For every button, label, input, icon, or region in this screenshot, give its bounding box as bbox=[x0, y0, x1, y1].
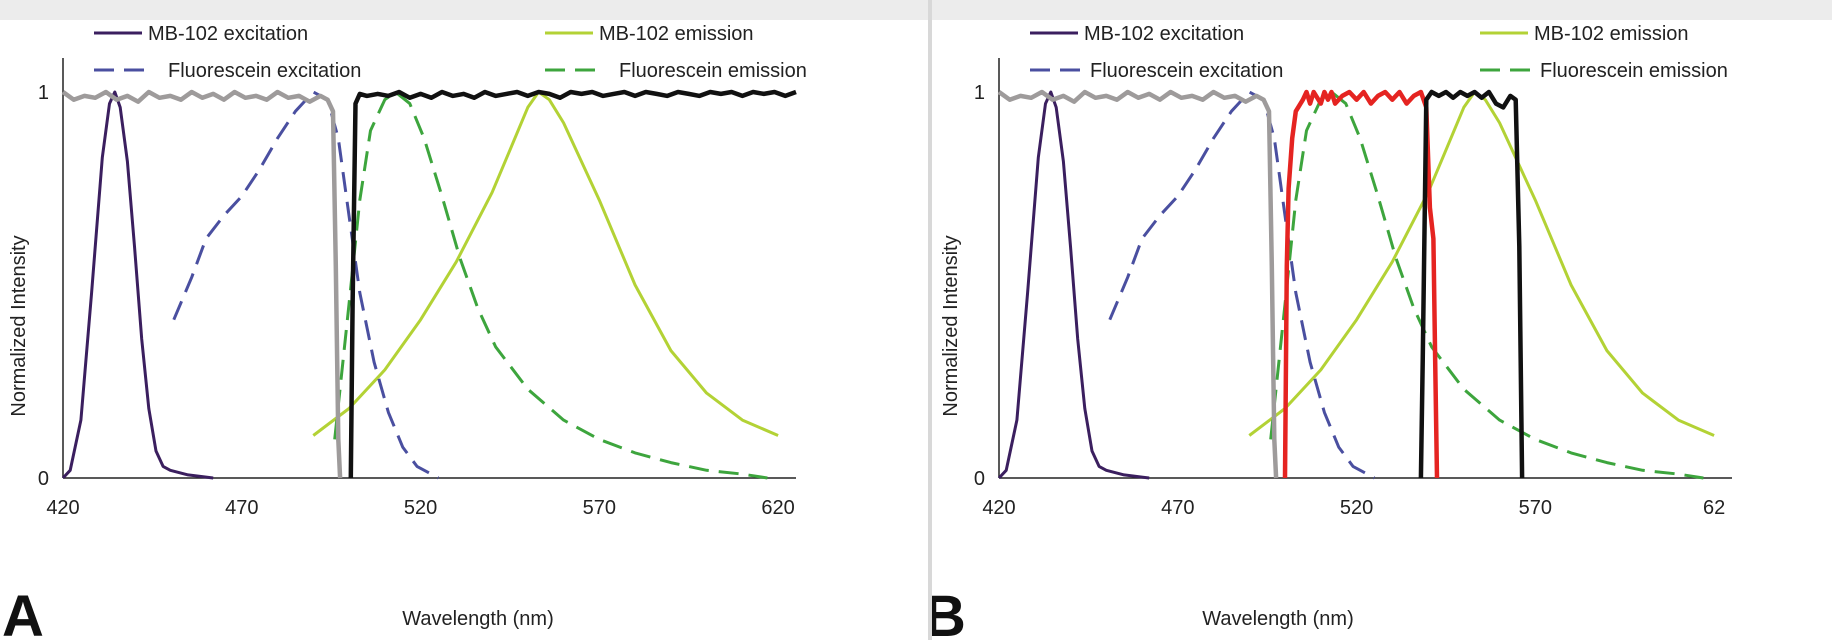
series-line-fluorescein-excitation bbox=[172, 90, 440, 480]
x-tick-label: 520 bbox=[1340, 497, 1373, 519]
legend-label-mb102-excitation: MB-102 excitation bbox=[1084, 23, 1244, 45]
x-tick-label: 520 bbox=[404, 497, 437, 519]
y-tick-label: 0 bbox=[38, 468, 49, 490]
legend-label-mb102-excitation: MB-102 excitation bbox=[148, 23, 308, 45]
x-axis-label: Wavelength (nm) bbox=[1202, 608, 1354, 630]
plot-area: 0 1 420 470 520 570 62 bbox=[974, 58, 1732, 519]
y-axis-label: Normalized Intensity bbox=[8, 235, 30, 416]
legend-label-fluorescein-excitation: Fluorescein excitation bbox=[168, 60, 361, 82]
filter-transmission-line-5 bbox=[1282, 89, 1440, 479]
x-axis-label: Wavelength (nm) bbox=[402, 608, 554, 630]
filter-transmission-line-5 bbox=[348, 89, 797, 479]
legend-label-mb102-emission: MB-102 emission bbox=[599, 23, 754, 45]
x-tick-label: 470 bbox=[1161, 497, 1194, 519]
legend-label-fluorescein-emission: Fluorescein emission bbox=[619, 60, 807, 82]
y-tick-label: 0 bbox=[974, 468, 985, 490]
legend: MB-102 excitation MB-102 emission Fluore… bbox=[94, 23, 807, 82]
series-line-mb-102-excitation bbox=[61, 90, 214, 480]
filter-transmission-line-4 bbox=[997, 89, 1279, 479]
series-line-fluorescein-excitation bbox=[1108, 90, 1376, 480]
y-tick-label: 1 bbox=[974, 82, 985, 104]
panel-b-chart: MB-102 excitation MB-102 emission Fluore… bbox=[932, 23, 1732, 640]
x-tick-label: 570 bbox=[583, 497, 616, 519]
legend-label-fluorescein-emission: Fluorescein emission bbox=[1540, 60, 1728, 82]
x-tick-label: 470 bbox=[225, 497, 258, 519]
legend: MB-102 excitation MB-102 emission Fluore… bbox=[1030, 23, 1728, 82]
x-tick-label: 420 bbox=[46, 497, 79, 519]
filter-transmission-line-4 bbox=[61, 89, 343, 479]
x-tick-label: 620 bbox=[761, 497, 794, 519]
series-line-mb-102-excitation bbox=[997, 90, 1150, 480]
series-line-fluorescein-emission bbox=[1269, 90, 1704, 480]
series-line-mb-102-emission bbox=[312, 90, 779, 437]
top-strip bbox=[0, 0, 1832, 20]
panel-divider bbox=[928, 0, 932, 640]
legend-label-mb102-emission: MB-102 emission bbox=[1534, 23, 1689, 45]
filter-transmission-line-6 bbox=[1418, 89, 1525, 479]
x-tick-label: 570 bbox=[1519, 497, 1552, 519]
series-line-mb-102-emission bbox=[1248, 90, 1715, 437]
panel-label-b: B bbox=[932, 584, 966, 640]
y-tick-label: 1 bbox=[38, 82, 49, 104]
series-line-fluorescein-emission bbox=[333, 90, 768, 480]
legend-label-fluorescein-excitation: Fluorescein excitation bbox=[1090, 60, 1283, 82]
y-axis-label: Normalized Intensity bbox=[940, 235, 962, 416]
x-tick-label: 62 bbox=[1703, 497, 1725, 519]
panel-a-chart: MB-102 excitation MB-102 emission Fluore… bbox=[2, 23, 807, 640]
plot-area: 0 1 420 470 520 570 620 bbox=[38, 58, 797, 519]
x-tick-label: 420 bbox=[982, 497, 1015, 519]
panel-label-a: A bbox=[2, 584, 44, 640]
